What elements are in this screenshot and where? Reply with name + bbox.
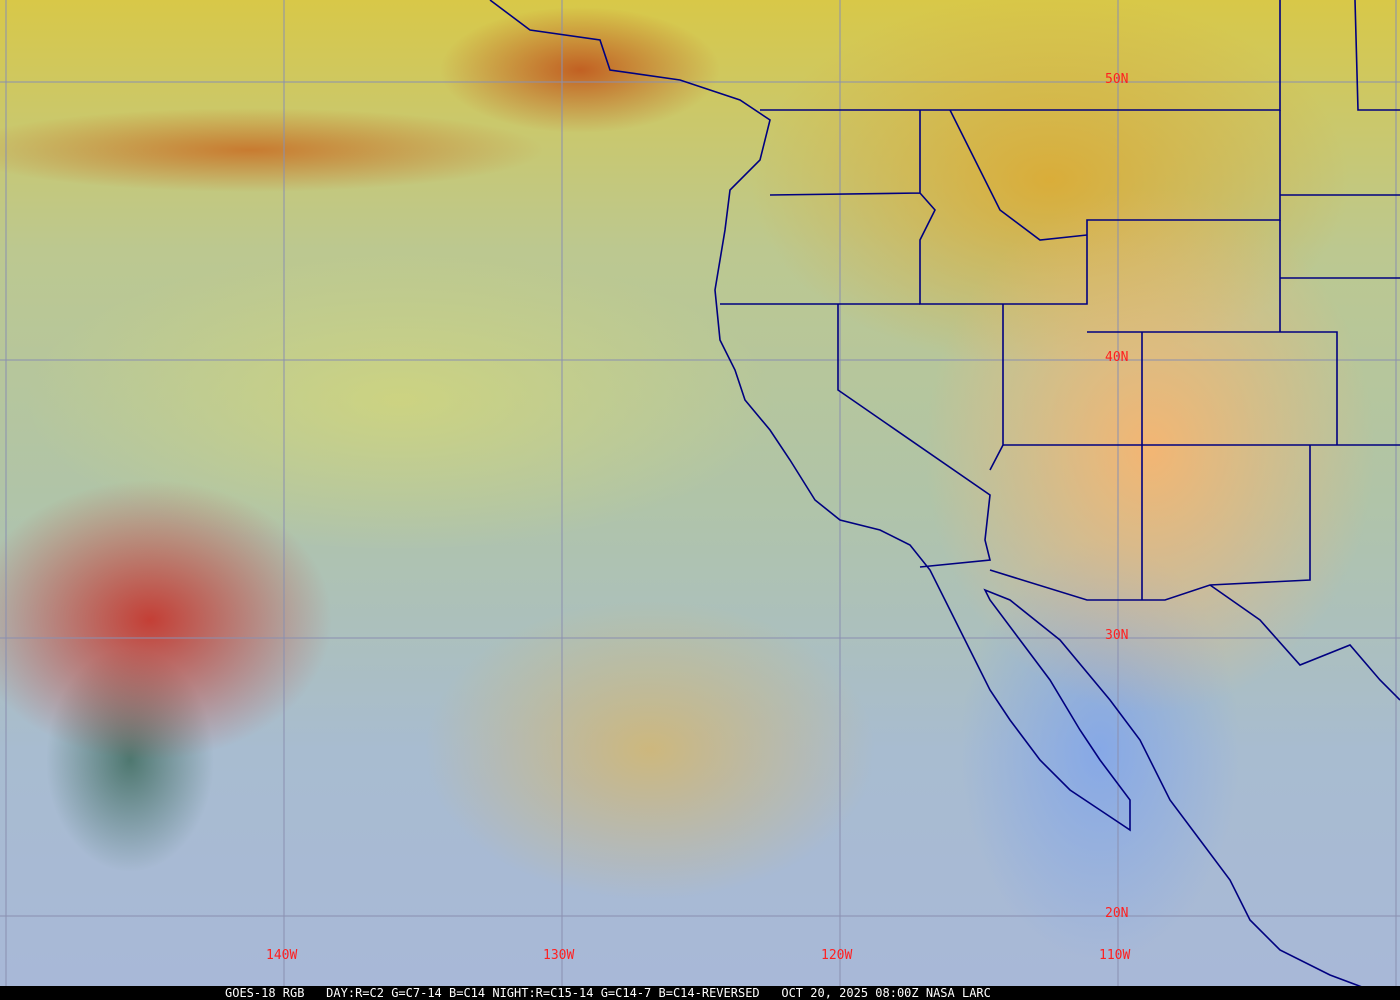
pacific-coastline <box>489 0 1371 991</box>
lon-label-130w: 130W <box>543 948 575 963</box>
coastlines-borders <box>489 0 1400 991</box>
border-49n <box>760 0 1400 111</box>
caption-credit: NASA LARC <box>925 986 991 1000</box>
lat-label-20n: 20N <box>1105 906 1129 921</box>
caption-satellite: GOES-18 RGB <box>225 986 305 1000</box>
state-borders-nw <box>769 109 1281 305</box>
caption-datetime: OCT 20, 2025 08:00Z <box>781 986 919 1000</box>
caption-recipe: DAY:R=C2 G=C7-14 B=C14 NIGHT:R=C15-14 G=… <box>326 986 760 1000</box>
caption-bar: GOES-18 RGB DAY:R=C2 G=C7-14 B=C14 NIGHT… <box>0 986 1400 1000</box>
lon-label-110w: 110W <box>1099 948 1131 963</box>
lon-label-120w: 120W <box>821 948 853 963</box>
us-mexico-border <box>1209 584 1400 701</box>
lat-label-50n: 50N <box>1105 72 1129 87</box>
lat-label-30n: 30N <box>1105 628 1129 643</box>
state-borders-ca-nv <box>720 303 1004 568</box>
lon-label-140w: 140W <box>266 948 298 963</box>
lat-label-40n: 40N <box>1105 350 1129 365</box>
state-borders-sw <box>989 194 1400 601</box>
